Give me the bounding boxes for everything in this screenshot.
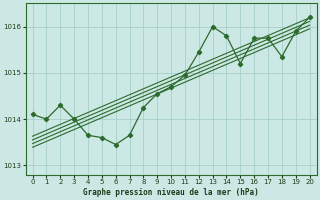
X-axis label: Graphe pression niveau de la mer (hPa): Graphe pression niveau de la mer (hPa) [83,188,259,197]
